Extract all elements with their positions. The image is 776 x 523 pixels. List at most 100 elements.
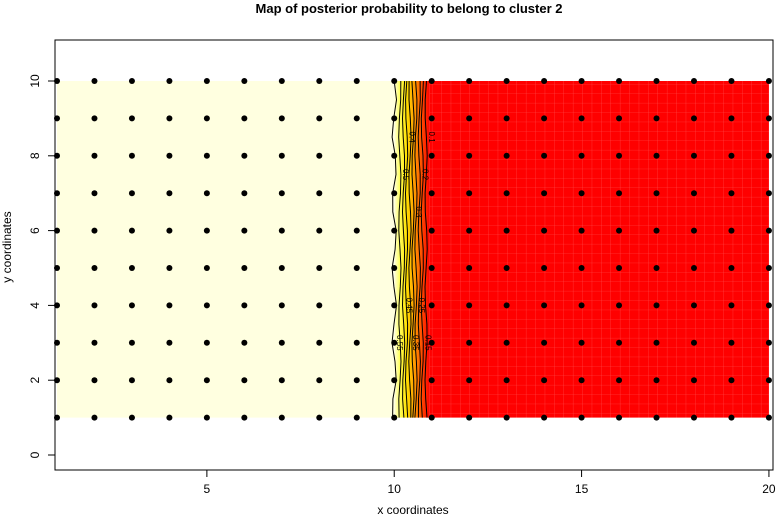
data-point [765,265,772,271]
data-point [278,115,285,122]
data-point [391,152,398,159]
data-point [166,190,173,197]
data-point [728,115,735,122]
data-point [541,115,548,122]
data-point [91,377,98,384]
data-point [353,339,360,346]
data-point [765,115,772,122]
data-point [428,339,435,346]
data-point [128,78,135,84]
data-point [166,377,173,384]
data-point [690,302,697,309]
data-point [391,302,398,309]
data-point [241,265,248,271]
data-point [241,377,248,384]
data-point [765,152,772,159]
data-point [203,190,210,197]
data-point [578,265,585,271]
data-point [765,339,772,346]
data-point [166,115,173,122]
data-point [428,302,435,309]
data-point [428,152,435,159]
data-point [278,190,285,197]
data-point [653,339,660,346]
data-point [391,339,398,346]
data-point [428,78,435,84]
data-point [765,302,772,309]
data-point [203,115,210,122]
data-point [241,152,248,159]
data-point [466,302,473,309]
data-point [616,190,623,197]
contour-label: 0.5 [401,169,410,181]
data-point [653,78,660,84]
data-point [91,227,98,234]
contour-line [411,80,415,418]
data-point [728,377,735,384]
data-point [353,302,360,309]
data-point [690,152,697,159]
data-point [391,377,398,384]
data-point [578,227,585,234]
data-point [428,377,435,384]
data-point [653,152,660,159]
data-point [428,414,435,421]
data-point [353,414,360,421]
data-point [91,265,98,271]
data-point [616,152,623,159]
data-point [91,115,98,122]
data-point [91,78,98,84]
x-tick-label: 15 [575,482,589,496]
data-point [278,339,285,346]
data-point [278,414,285,421]
data-point [316,265,323,271]
data-point [241,115,248,122]
data-point [241,339,248,346]
data-point [616,115,623,122]
data-point [616,227,623,234]
data-point [466,190,473,197]
data-point [278,78,285,84]
contour-line [401,80,406,418]
y-tick-label: 0 [28,451,42,458]
data-point [278,377,285,384]
data-point [353,115,360,122]
data-point [91,302,98,309]
contour-line [417,80,421,418]
data-point [166,265,173,271]
data-point [166,152,173,159]
data-point [316,78,323,84]
data-point [391,190,398,197]
data-point [203,227,210,234]
x-tick-label: 20 [762,482,776,496]
data-point [616,339,623,346]
data-point [241,414,248,421]
data-point [503,377,510,384]
x-axis-label: x coordinates [377,503,448,517]
data-point [278,227,285,234]
data-point [466,339,473,346]
contour-label: 0.2 [420,169,429,181]
data-point [203,302,210,309]
data-point [353,152,360,159]
data-point [728,152,735,159]
data-point [91,190,98,197]
data-point [278,265,285,271]
chart-title: Map of posterior probability to belong t… [256,1,563,16]
data-point [91,339,98,346]
x-axis: 5 10 15 20 [204,470,776,496]
data-point [428,190,435,197]
data-point [578,152,585,159]
data-point [765,227,772,234]
data-point [728,78,735,84]
data-point [690,78,697,84]
contour-label: 0.15 [423,335,432,351]
contour-line [391,80,398,418]
data-point [316,377,323,384]
contour-line [398,80,402,418]
data-point [466,78,473,84]
data-point [316,152,323,159]
y-tick-label: 10 [28,74,42,88]
y-axis-label: y coordinates [0,211,14,282]
data-point [166,302,173,309]
